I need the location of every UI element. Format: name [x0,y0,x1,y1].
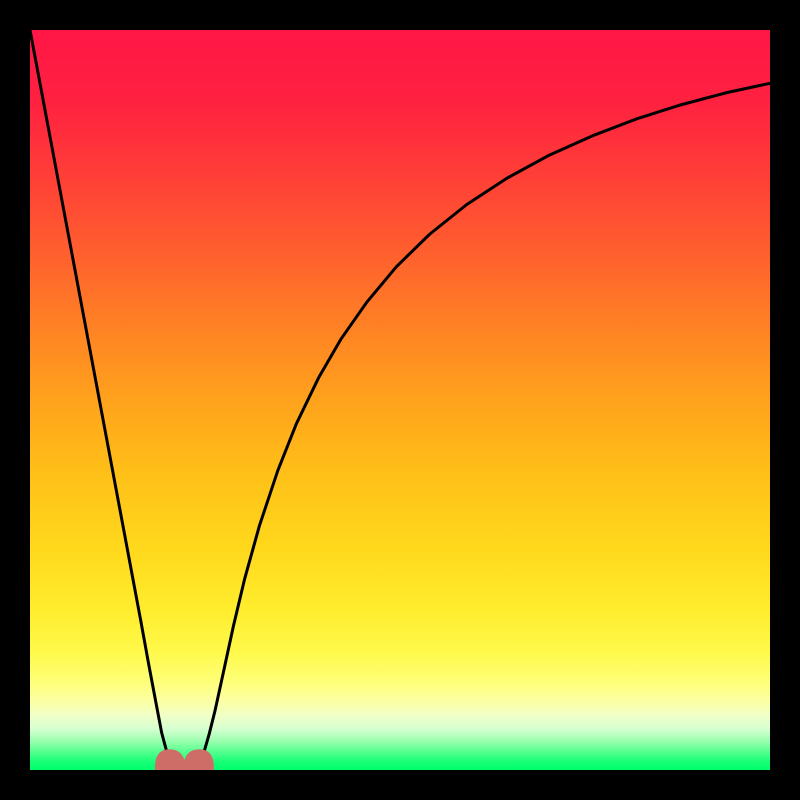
chart-svg [0,0,800,800]
chart-root: TheBottleneck.com [0,0,800,800]
plot-background [30,30,770,770]
